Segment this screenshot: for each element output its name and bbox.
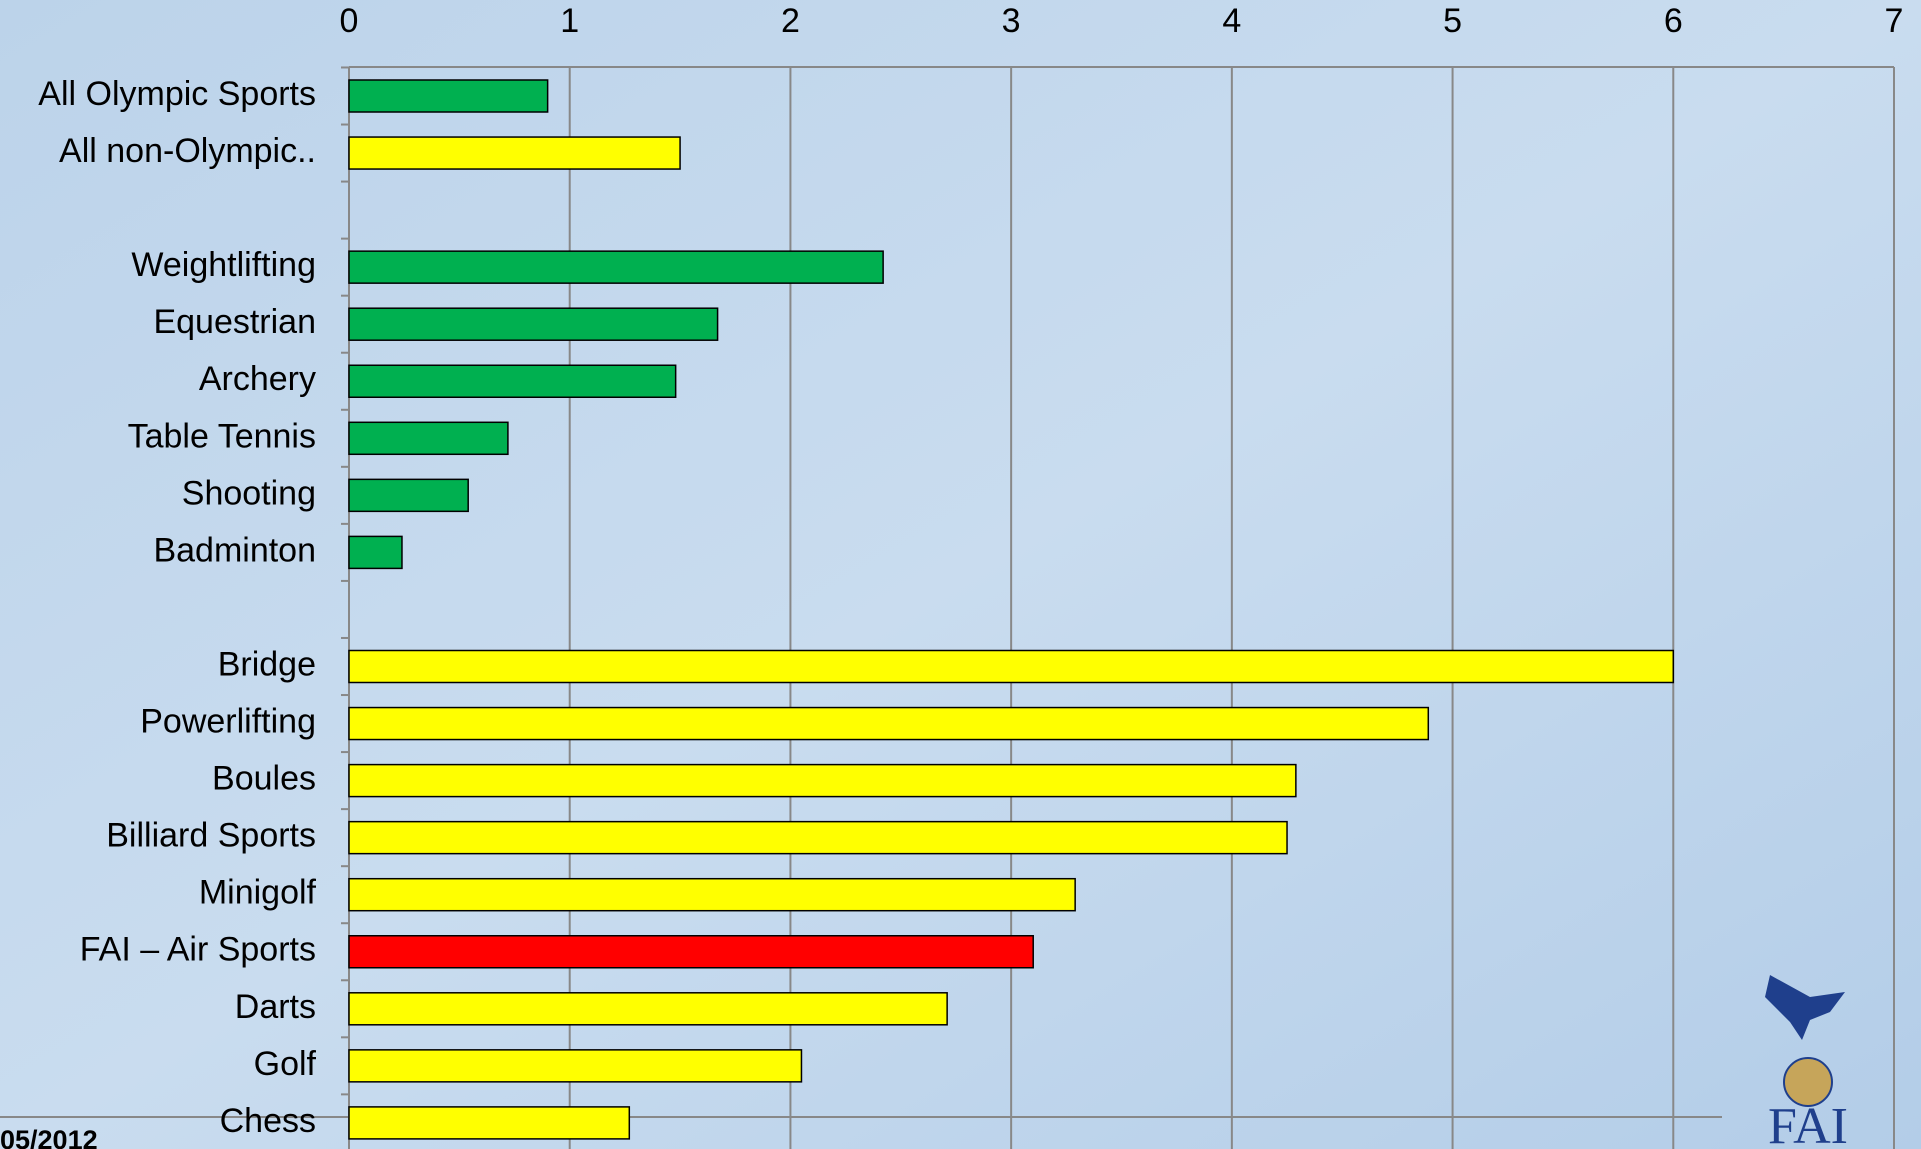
y-tick-label: Chess xyxy=(220,1102,316,1140)
bar xyxy=(349,479,468,511)
y-tick-label: Archery xyxy=(199,360,316,398)
logo-text: FAI xyxy=(1768,1098,1848,1149)
bar xyxy=(349,879,1075,911)
y-tick-label: Golf xyxy=(254,1045,317,1083)
bar xyxy=(349,308,718,340)
bar xyxy=(349,365,676,397)
bar xyxy=(349,993,947,1025)
y-tick-label: Bridge xyxy=(218,645,316,683)
y-tick-label: Shooting xyxy=(182,474,316,512)
bar xyxy=(349,422,508,454)
y-tick-label: Table Tennis xyxy=(128,417,316,455)
x-tick-label: 7 xyxy=(1885,2,1904,40)
x-tick-label: 1 xyxy=(560,2,579,40)
y-tick-label: All non-Olympic.. xyxy=(59,132,316,170)
y-tick-label: Minigolf xyxy=(199,874,317,912)
bar xyxy=(349,1050,801,1082)
bar xyxy=(349,1107,629,1139)
background xyxy=(0,0,1921,1149)
bar xyxy=(349,936,1033,968)
y-tick-label: Billiard Sports xyxy=(106,817,316,855)
y-tick-label: Boules xyxy=(212,760,316,798)
chart: 05/2012 0 1 2 3 4 5 6 7 All Olympic Sports All no… xyxy=(0,0,1921,1149)
y-tick-label: Weightlifting xyxy=(131,246,316,284)
x-tick-label: 0 xyxy=(340,2,359,40)
x-tick-label: 3 xyxy=(1002,2,1021,40)
bar xyxy=(349,651,1673,683)
bar xyxy=(349,536,402,568)
footer-date: 05/2012 xyxy=(0,1125,98,1149)
x-tick-label: 4 xyxy=(1222,2,1241,40)
bar xyxy=(349,80,548,112)
bar xyxy=(349,251,883,283)
y-tick-label: Badminton xyxy=(153,531,316,569)
x-tick-label: 5 xyxy=(1443,2,1462,40)
y-tick-label: All Olympic Sports xyxy=(38,75,316,113)
y-tick-label: FAI – Air Sports xyxy=(80,931,316,969)
y-tick-label: Darts xyxy=(235,988,316,1026)
bar xyxy=(349,708,1428,740)
y-tick-label: Equestrian xyxy=(153,303,316,341)
y-tick-label: Powerlifting xyxy=(140,703,316,741)
bar xyxy=(349,822,1287,854)
bar xyxy=(349,137,680,169)
x-tick-label: 6 xyxy=(1664,2,1683,40)
x-tick-label: 2 xyxy=(781,2,800,40)
bar xyxy=(349,765,1296,797)
